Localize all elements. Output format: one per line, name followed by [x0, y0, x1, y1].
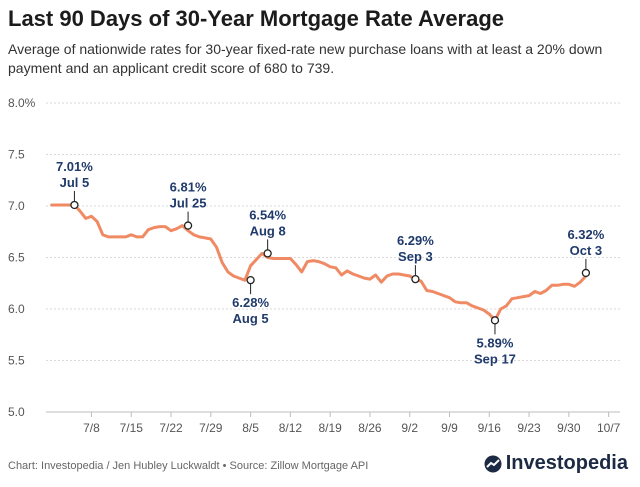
x-tick-label: 7/15 — [120, 421, 144, 435]
y-tick-label: 5.5 — [8, 354, 25, 368]
y-tick-label: 7.5 — [8, 148, 25, 162]
annotation-marker — [246, 276, 255, 285]
annotation-value: 5.89% — [477, 335, 514, 350]
annotation-value: 6.32% — [567, 227, 604, 242]
chart-title: Last 90 Days of 30-Year Mortgage Rate Av… — [8, 6, 505, 31]
x-tick-label: 9/23 — [517, 421, 541, 435]
annotation-date: Jul 25 — [170, 196, 207, 211]
chart-subtitle: Average of nationwide rates for 30-year … — [8, 41, 603, 76]
annotation-date: Sep 17 — [474, 351, 516, 366]
annotation-marker — [70, 200, 79, 210]
y-tick-label: 5.0 — [8, 405, 25, 419]
y-tick-label: 8.0% — [8, 96, 36, 110]
x-tick-label: 9/30 — [557, 421, 581, 435]
annotation-date: Aug 8 — [250, 223, 286, 238]
y-tick-label: 7.0 — [8, 199, 25, 213]
x-tick-label: 7/8 — [83, 421, 100, 435]
series-line — [50, 203, 588, 322]
y-tick-label: 6.0 — [8, 302, 25, 316]
y-tick-label: 6.5 — [8, 251, 25, 265]
annotation-marker — [183, 221, 193, 230]
brand-logo: Investopedia — [484, 452, 628, 475]
x-tick-label: 8/19 — [318, 421, 342, 435]
annotation-date: Oct 3 — [570, 243, 603, 258]
annotation-value: 6.54% — [249, 207, 286, 222]
x-tick-label: 9/2 — [401, 421, 418, 435]
annotation-marker — [411, 274, 420, 284]
annotation-date: Aug 5 — [233, 311, 269, 326]
x-tick-label: 7/29 — [199, 421, 223, 435]
x-tick-label: 9/16 — [478, 421, 502, 435]
x-tick-label: 7/22 — [159, 421, 183, 435]
x-tick-label: 10/7 — [597, 421, 621, 435]
annotation-marker — [490, 316, 500, 325]
investopedia-logo-icon — [484, 455, 502, 472]
x-tick-label: 8/5 — [242, 421, 259, 435]
x-tick-label: 9/9 — [441, 421, 458, 435]
annotation-value: 7.01% — [56, 159, 93, 174]
annotation-marker — [581, 268, 591, 278]
x-tick-label: 8/26 — [358, 421, 382, 435]
annotation-marker — [263, 249, 272, 258]
annotation-date: Jul 5 — [60, 175, 90, 190]
source-credit: Chart: Investopedia / Jen Hubley Luckwal… — [8, 460, 369, 472]
brand-name: Investopedia — [505, 452, 628, 474]
x-tick-label: 8/12 — [279, 421, 303, 435]
annotation-date: Sep 3 — [398, 249, 433, 264]
annotation-value: 6.29% — [397, 233, 434, 248]
annotation-value: 6.28% — [232, 295, 269, 310]
annotation-value: 6.81% — [170, 180, 207, 195]
